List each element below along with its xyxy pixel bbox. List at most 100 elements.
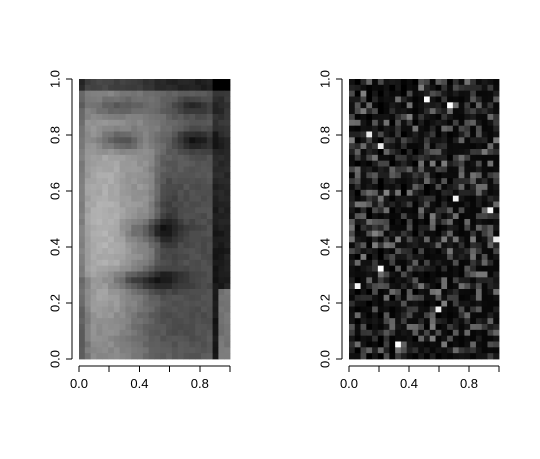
face-image-cell xyxy=(200,306,208,313)
noise-image-cell xyxy=(389,184,396,191)
face-image-cell xyxy=(218,102,225,109)
face-image-cell xyxy=(125,131,132,138)
noise-image-cell xyxy=(452,172,460,179)
face-image-cell xyxy=(212,160,219,167)
face-image-cell xyxy=(125,254,132,261)
face-image-cell xyxy=(131,84,138,92)
noise-image-cell xyxy=(458,224,465,232)
noise-image-cell xyxy=(395,324,402,331)
noise-image-cell xyxy=(441,329,448,337)
face-image-cell xyxy=(154,84,161,92)
face-image-cell xyxy=(142,184,150,191)
noise-image-cell xyxy=(452,184,460,191)
noise-image-cell xyxy=(377,277,385,284)
noise-image-cell xyxy=(429,300,436,307)
noise-image-cell xyxy=(400,306,408,313)
face-image-cell xyxy=(125,347,132,354)
face-image-cell xyxy=(177,119,184,127)
noise-image-cell xyxy=(383,178,390,185)
noise-image-cell xyxy=(349,114,356,121)
face-image-cell xyxy=(131,195,138,202)
face-image-cell xyxy=(125,294,132,302)
noise-image-cell xyxy=(487,195,494,202)
face-image-cell xyxy=(195,353,202,360)
face-image-cell xyxy=(200,160,208,167)
face-image-cell xyxy=(206,289,213,296)
noise-image-cell xyxy=(435,324,442,331)
noise-image-cell xyxy=(441,195,448,202)
noise-image-cell xyxy=(377,114,385,121)
noise-image-cell xyxy=(377,102,385,109)
noise-image-cell xyxy=(366,329,373,337)
noise-image-axes: 0.0 0.4 0.80.00.20.40.60.81.0 xyxy=(318,70,500,391)
noise-image-cell xyxy=(412,219,419,226)
face-image-cell xyxy=(224,195,231,202)
face-image-cell xyxy=(224,341,231,348)
face-image-cell xyxy=(96,347,103,354)
face-image-cell xyxy=(200,184,208,191)
face-image-cell xyxy=(154,224,161,232)
face-image-cell xyxy=(119,312,126,319)
face-image-cell xyxy=(137,219,144,226)
noise-image-cell xyxy=(441,102,448,109)
face-image-cell xyxy=(171,90,179,97)
face-image-cell xyxy=(206,114,213,121)
face-image-cell xyxy=(195,265,202,272)
face-image-cell xyxy=(142,119,150,127)
face-image-cell xyxy=(166,178,173,185)
face-image-cell xyxy=(171,242,179,249)
face-image-cell xyxy=(148,277,155,284)
face-image-cell xyxy=(96,213,103,220)
face-image-cell xyxy=(166,294,173,302)
face-image-cell xyxy=(113,318,121,325)
noise-image-cell xyxy=(366,131,373,138)
face-image-cell xyxy=(108,271,115,278)
noise-image-cell xyxy=(441,318,448,325)
face-image-cell xyxy=(189,300,196,307)
noise-image-cell xyxy=(377,84,385,92)
face-image-cell xyxy=(166,119,173,127)
face-image-cell xyxy=(154,265,161,272)
noise-image-cell xyxy=(429,125,436,132)
noise-image-cell xyxy=(481,324,488,331)
face-image-cell xyxy=(195,329,202,337)
noise-image-cell xyxy=(470,312,477,319)
noise-image-cell xyxy=(481,160,488,167)
face-image-cell xyxy=(113,236,121,243)
face-image-cell xyxy=(84,178,92,185)
noise-image-cell xyxy=(418,271,425,278)
face-image-cell xyxy=(142,160,150,167)
face-image-cell xyxy=(96,277,103,284)
noise-image-cell xyxy=(354,230,361,237)
face-image-cell xyxy=(212,254,219,261)
noise-image-cell xyxy=(493,271,500,278)
noise-image-cell xyxy=(464,84,471,92)
noise-image-cell xyxy=(424,259,431,267)
face-image-cell xyxy=(218,195,225,202)
face-image-cell xyxy=(108,294,115,302)
noise-image-cell xyxy=(458,289,465,296)
noise-image-cell xyxy=(487,90,494,97)
face-image-cell xyxy=(154,201,161,208)
noise-image-cell xyxy=(395,178,402,185)
noise-image-cell xyxy=(424,294,431,302)
face-image-cell xyxy=(224,224,231,232)
noise-image-cell xyxy=(395,143,402,150)
noise-image-cell xyxy=(360,90,367,97)
face-image-cell xyxy=(131,265,138,272)
face-image-cell xyxy=(79,283,86,290)
noise-image-cell xyxy=(383,318,390,325)
face-image-cell xyxy=(183,230,190,237)
face-image-cell xyxy=(200,166,208,173)
noise-image-cell xyxy=(447,324,454,331)
noise-image-cell xyxy=(372,108,379,115)
noise-image-cell xyxy=(429,137,436,144)
face-image-cell xyxy=(113,207,121,214)
face-image-cell xyxy=(137,90,144,97)
face-image-cell xyxy=(96,84,103,92)
face-image-cell xyxy=(142,289,150,296)
face-image-cell xyxy=(148,119,155,127)
face-image-cell xyxy=(148,289,155,296)
face-image-cell xyxy=(131,230,138,237)
noise-image-cell xyxy=(487,329,494,337)
